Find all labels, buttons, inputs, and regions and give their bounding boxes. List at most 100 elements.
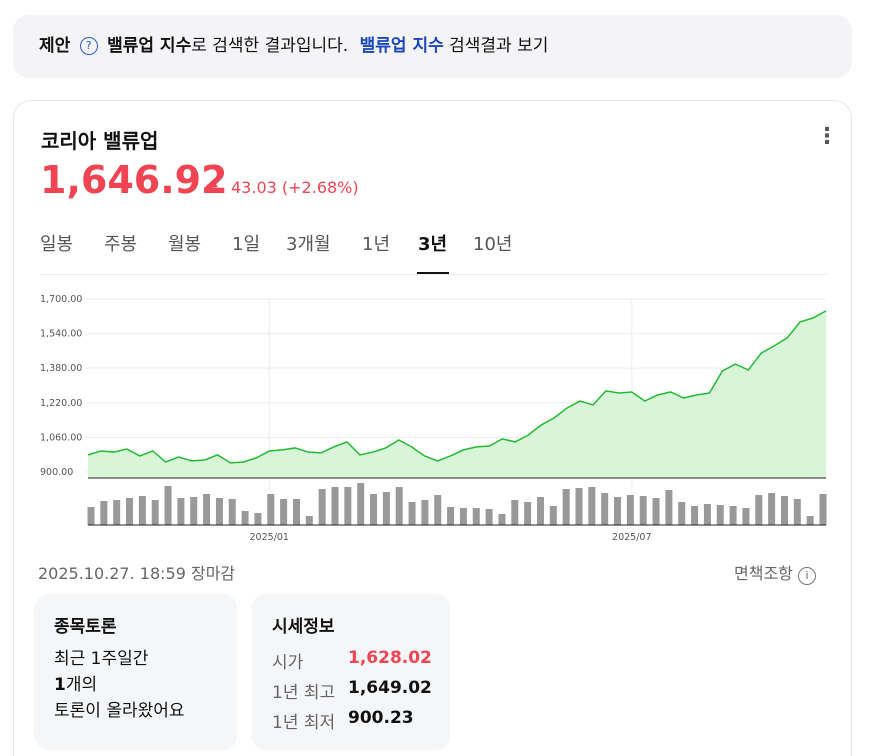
y-tick-label: 1,380.00 xyxy=(40,363,82,374)
volume-bar xyxy=(549,506,557,525)
disclaimer[interactable]: 면책조항 i xyxy=(734,560,816,585)
volume-bar xyxy=(87,507,95,525)
discussion-body: 최근 1주일간 1개의 토론이 올라왔어요 xyxy=(54,646,185,724)
discussion-line: 1개의 xyxy=(54,672,185,698)
line xyxy=(87,310,827,464)
volume-bar xyxy=(768,493,776,525)
suggestion-bar: 제안 ? 밸류업 지수로 검색한 결과입니다. 밸류업 지수 검색결과 보기 xyxy=(13,15,852,78)
y-tick-label: 1,220.00 xyxy=(40,398,82,409)
discussion-card[interactable]: 종목토론 최근 1주일간 1개의 토론이 올라왔어요 xyxy=(34,594,237,750)
discussion-count-suffix: 개의 xyxy=(65,675,98,695)
volume-bar xyxy=(447,507,455,525)
volume-bar xyxy=(241,511,249,525)
info-icon: i xyxy=(797,567,816,585)
volume-bar xyxy=(164,486,172,525)
volume-bar xyxy=(806,516,814,525)
volume-bar xyxy=(203,494,211,525)
tab[interactable]: 주봉 xyxy=(104,234,138,255)
volume-bar xyxy=(292,499,300,525)
suggest-link[interactable]: 밸류업 지수 xyxy=(359,36,444,56)
volume-bar xyxy=(601,493,609,525)
volume-bar xyxy=(280,499,288,525)
volume-bar xyxy=(434,495,442,525)
y-tick-label: 900.00 xyxy=(40,467,73,478)
volume-bar xyxy=(716,505,724,525)
quote-value: 1,649.02 xyxy=(348,678,432,698)
tab[interactable]: 월봉 xyxy=(168,234,202,255)
volume-bar xyxy=(395,487,403,525)
change: 43.03 (+2.68%) xyxy=(231,178,359,197)
quote-card[interactable]: 시세정보 시가 1,628.02 1년 최고 1,649.02 1년 최저 900.23 xyxy=(252,594,450,750)
x-tick-label: 2025/07 xyxy=(612,532,651,543)
quote-value: 900.23 xyxy=(348,708,414,728)
stock-name: 코리아 밸류업 xyxy=(41,129,159,153)
volume-bar xyxy=(126,498,134,525)
volume-bar xyxy=(215,498,223,525)
tab[interactable]: 1년 xyxy=(362,234,391,255)
volume-bar xyxy=(485,509,493,525)
chart: 900.00 1,060.00 1,220.00 1,380.00 1,540.00 1,… xyxy=(40,294,827,543)
volume-bar xyxy=(780,496,788,525)
volume-bar xyxy=(819,494,827,525)
suggest-link-suffix: 검색결과 보기 xyxy=(449,36,549,56)
tab[interactable]: 3년 xyxy=(418,234,448,255)
volume-bar xyxy=(665,490,673,525)
volume-bar xyxy=(626,495,634,525)
quote-title: 시세정보 xyxy=(272,617,335,637)
volume-bar xyxy=(678,502,686,525)
price: 1,646.92 xyxy=(40,158,228,202)
volume-bar xyxy=(318,489,326,525)
volume-bar xyxy=(151,500,159,525)
volume-bar xyxy=(588,487,596,525)
volume-bar xyxy=(511,500,519,525)
y-tick-label: 1,540.00 xyxy=(40,329,82,340)
volume-bar xyxy=(639,496,647,525)
volume-bar xyxy=(357,483,365,525)
volume-bar xyxy=(703,504,711,525)
quote-value: 1,628.02 xyxy=(348,648,432,668)
volume-bar xyxy=(254,513,262,525)
volume-bar xyxy=(614,497,622,525)
help-icon[interactable]: ? xyxy=(79,37,98,55)
volume-bar xyxy=(793,499,801,525)
volume-bar xyxy=(305,516,313,525)
volume-bar xyxy=(421,500,429,525)
volume-bar xyxy=(498,514,506,525)
more-button[interactable]: ⋮ xyxy=(816,124,838,149)
discussion-count: 1 xyxy=(54,675,66,695)
volume-bar xyxy=(190,497,198,525)
volume-bar xyxy=(382,492,390,525)
suggest-label: 제안 xyxy=(39,36,71,56)
volume-bar xyxy=(267,494,275,525)
volume-bar xyxy=(742,508,750,525)
status-time: 2025.10.27. 18:59 장마감 xyxy=(38,564,236,583)
volume-bar xyxy=(138,496,146,525)
x-tick-label: 2025/01 xyxy=(250,532,289,543)
quote-label: 시가 xyxy=(272,653,304,673)
suggest-term: 밸류업 지수 xyxy=(107,36,192,56)
y-tick-label: 1,060.00 xyxy=(40,432,82,443)
discussion-line: 토론이 올라왔어요 xyxy=(54,701,185,721)
tab[interactable]: 3개월 xyxy=(286,234,331,255)
volume-bar xyxy=(755,495,763,525)
volume-bar xyxy=(370,494,378,525)
volume-bar xyxy=(472,508,480,525)
volume-bar xyxy=(575,488,583,525)
volume-bar xyxy=(113,500,121,525)
area xyxy=(88,310,826,478)
volume-bar xyxy=(344,487,352,525)
tab[interactable]: 10년 xyxy=(473,234,513,255)
suggest-text: 로 검색한 결과입니다. xyxy=(191,36,349,56)
quote-label: 1년 최고 xyxy=(272,683,336,703)
tab[interactable]: 일봉 xyxy=(40,234,74,255)
quote-label: 1년 최저 xyxy=(272,713,336,733)
volume-bar xyxy=(100,501,108,525)
discussion-title: 종목토론 xyxy=(54,617,117,637)
volume-bar xyxy=(691,506,699,525)
tab-divider xyxy=(40,274,828,275)
volume-bar xyxy=(524,502,532,525)
tab[interactable]: 1일 xyxy=(232,234,261,255)
y-tick-label: 1,700.00 xyxy=(40,294,82,305)
volume-bar xyxy=(652,498,660,525)
